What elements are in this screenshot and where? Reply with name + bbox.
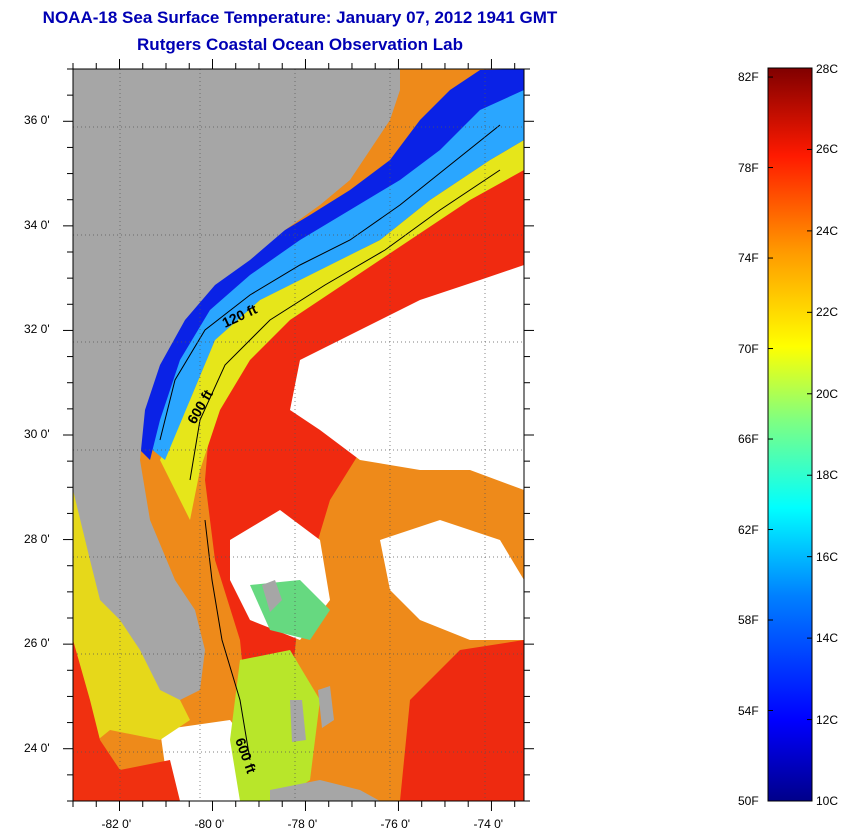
landmass-cuba: [270, 780, 380, 801]
colorbar-fahrenheit-label: 62F: [738, 522, 759, 537]
longitude-tick-label: -76 0': [380, 817, 411, 831]
latitude-tick-label: 34 0': [24, 217, 50, 232]
latitude-tick-label: 32 0': [24, 322, 50, 337]
colorbar-celsius-label: 10C: [816, 794, 839, 808]
latitude-tick-label: 26 0': [24, 636, 50, 651]
colorbar-celsius-label: 16C: [816, 549, 839, 564]
longitude-tick-label: -80 0': [194, 817, 225, 831]
cloud-region-north: [290, 265, 524, 490]
colorbar-celsius-label: 22C: [816, 305, 839, 320]
colorbar-fahrenheit-label: 58F: [738, 613, 759, 627]
colorbar-celsius-label: 24C: [816, 223, 839, 238]
longitude-tick-label: -78 0': [287, 817, 318, 831]
contour-600ft-south: [204, 519, 251, 761]
colorbar-fahrenheit-label: 74F: [738, 251, 759, 266]
bahamas-bank: [230, 650, 320, 801]
latitude-tick-label: 28 0': [24, 531, 50, 546]
latitude-tick-label: 36 0': [24, 113, 50, 128]
colorbar-celsius-label: 28C: [816, 62, 839, 76]
colorbar: [767, 67, 813, 802]
landmass-southeast-us: [73, 69, 400, 700]
latitude-tick-label: 24 0': [24, 740, 50, 755]
contour-600ft-north: [189, 169, 501, 481]
gulf-stream: [73, 130, 524, 801]
colorbar-fahrenheit-label: 66F: [738, 432, 759, 447]
colorbar-celsius-label: 14C: [816, 631, 839, 646]
map-subtitle: Rutgers Coastal Ocean Observation Lab: [137, 35, 463, 54]
contour-120ft: [159, 124, 501, 441]
colorbar-fahrenheit-label: 54F: [738, 703, 759, 718]
map-ticks: [63, 59, 534, 811]
map-title: NOAA-18 Sea Surface Temperature: January…: [42, 8, 558, 27]
latitude-tick-label: 30 0': [24, 427, 50, 441]
map-area: [73, 69, 524, 801]
colorbar-fahrenheit-label: 70F: [738, 341, 759, 356]
longitude-tick-label: -82 0': [101, 817, 132, 831]
colorbar-ticks: [768, 67, 812, 802]
colorbar-fahrenheit-label: 50F: [738, 794, 759, 808]
island-grand-bahama: [262, 580, 282, 612]
island-andros: [290, 700, 306, 742]
colorbar-fahrenheit-label: 78F: [738, 160, 759, 175]
colorbar-celsius-label: 12C: [816, 712, 839, 727]
shelf-band-cool: [140, 72, 524, 460]
colorbar-celsius-label: 26C: [816, 142, 839, 157]
colorbar-celsius-label: 20C: [816, 386, 839, 401]
island-eleuthera: [318, 686, 334, 728]
colorbar-fahrenheit-label: 82F: [738, 70, 759, 85]
cloud-region-east: [380, 520, 524, 640]
colorbar-celsius-label: 18C: [816, 468, 839, 483]
longitude-tick-label: -74 0': [473, 817, 504, 831]
